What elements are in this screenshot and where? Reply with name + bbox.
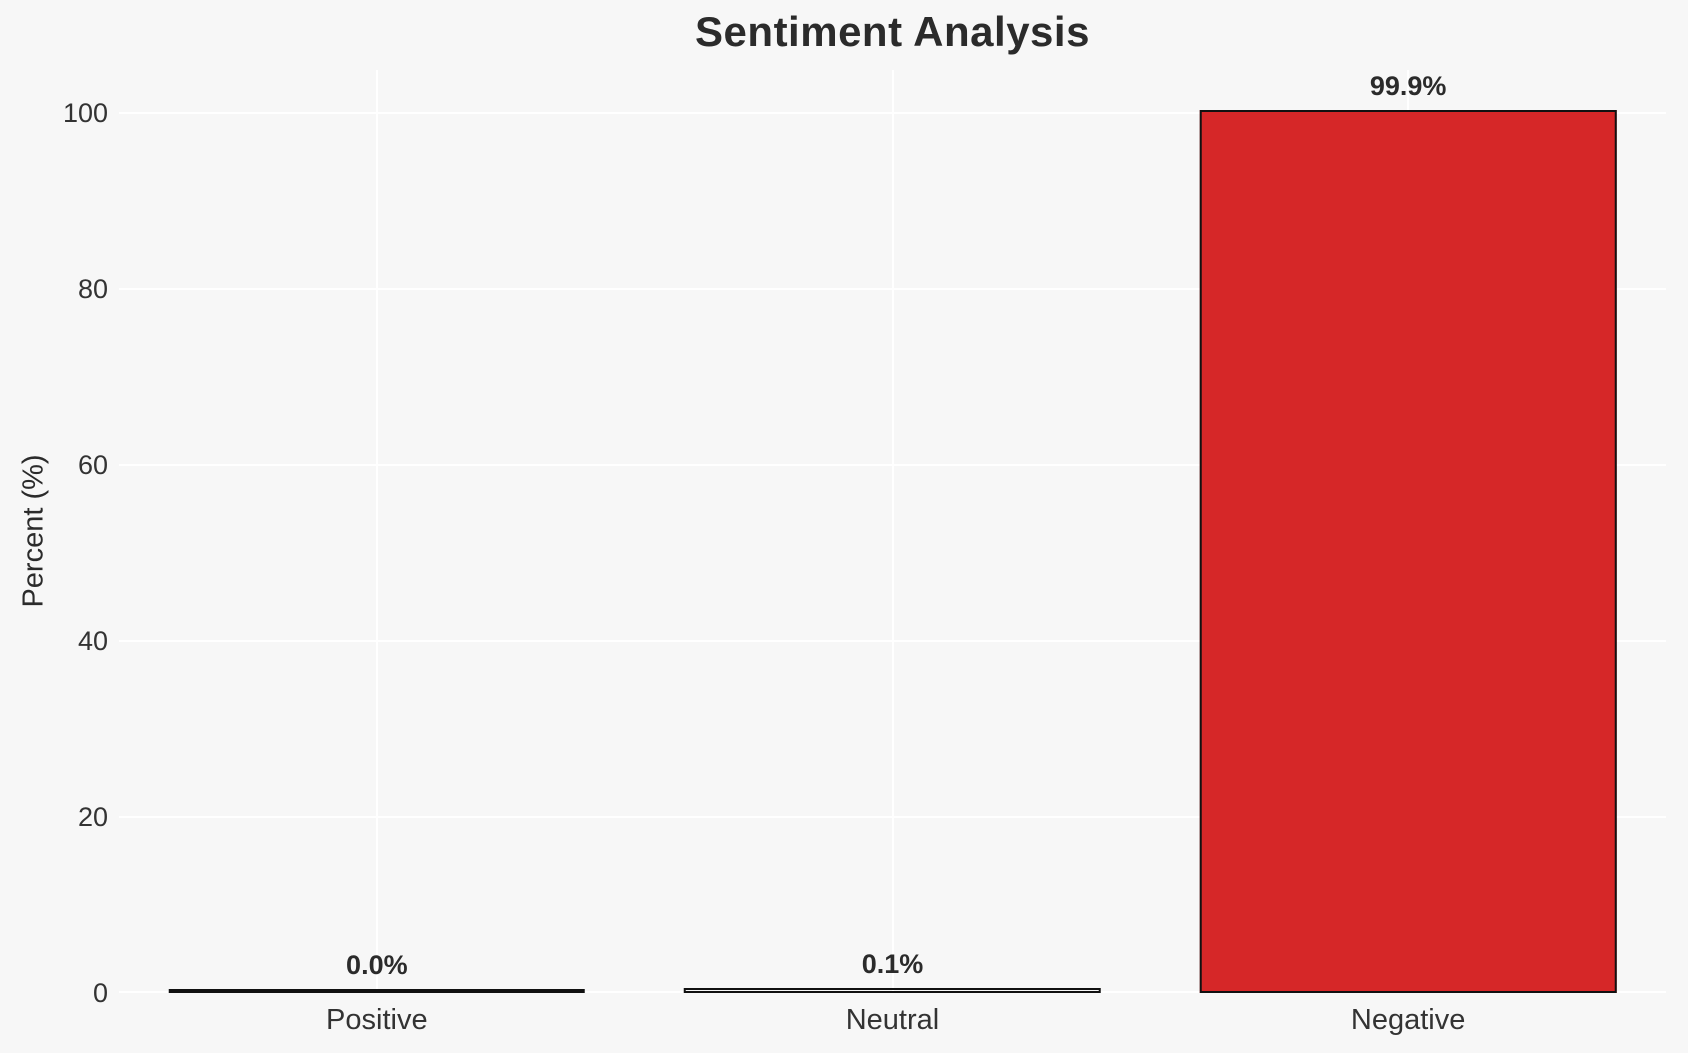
y-tick-label: 100: [62, 98, 108, 128]
bar-positive: [168, 989, 586, 993]
x-tick-label: Positive: [326, 1004, 428, 1036]
v-gridline: [375, 70, 378, 993]
bar-column: 0.1% Neutral: [635, 70, 1151, 1036]
y-axis-ticks: 0 20 40 60 80 100: [0, 0, 108, 1053]
x-tick-label: Neutral: [845, 1004, 940, 1036]
plot-area: 0.0% Positive 0.1% Neutral 99.9% Negative: [119, 70, 1666, 1036]
bar-negative: [1199, 110, 1617, 993]
y-tick-label: 20: [77, 802, 108, 832]
bar-value-label: 0.0%: [346, 950, 408, 980]
y-tick-label: 40: [77, 626, 108, 656]
bar-column: 0.0% Positive: [119, 70, 635, 1036]
chart-title: Sentiment Analysis: [695, 8, 1090, 55]
v-gridline: [891, 70, 894, 993]
bar-column: 99.9% Negative: [1150, 70, 1666, 1036]
y-tick-label: 60: [77, 450, 108, 480]
y-tick-label: 80: [77, 274, 108, 304]
y-tick-label: 0: [92, 978, 108, 1008]
bar-neutral: [684, 988, 1101, 993]
x-tick-label: Negative: [1350, 1004, 1466, 1036]
bar-value-label: 99.9%: [1369, 71, 1447, 101]
bar-columns: 0.0% Positive 0.1% Neutral 99.9% Negative: [119, 70, 1666, 1036]
bar-value-label: 0.1%: [861, 949, 924, 979]
